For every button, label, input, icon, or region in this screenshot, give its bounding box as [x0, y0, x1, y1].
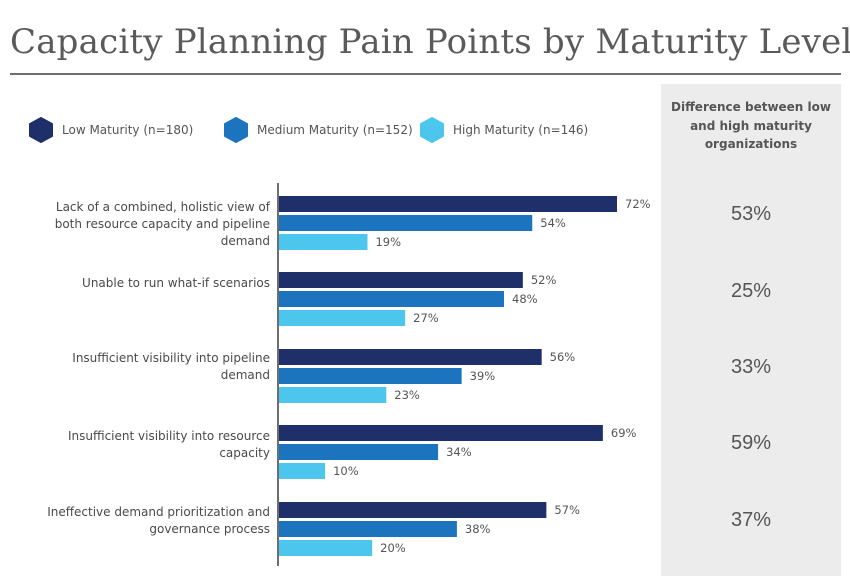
bar — [279, 368, 462, 384]
bar-value-label: 69% — [611, 426, 637, 440]
legend-label: Medium Maturity (n=152) — [257, 123, 413, 137]
bar-value-label: 72% — [625, 197, 651, 211]
bar-value-label: 52% — [531, 273, 557, 287]
bar-value-label: 10% — [333, 464, 359, 478]
bar-value-label: 23% — [394, 388, 420, 402]
legend-hexagon-icon — [224, 117, 248, 143]
bar-value-label: 38% — [465, 522, 491, 536]
bar — [279, 310, 406, 326]
difference-value: 37% — [730, 509, 772, 531]
bar — [279, 425, 603, 441]
category-label: Unable to run what-if scenarios — [82, 276, 270, 290]
legend-item: High Maturity (n=146) — [419, 117, 588, 143]
bar — [279, 387, 387, 403]
bar — [279, 291, 504, 307]
legend-label: High Maturity (n=146) — [453, 123, 589, 137]
legend-hexagon-icon — [420, 117, 444, 143]
bar — [279, 196, 617, 212]
difference-value: 25% — [730, 280, 772, 302]
bar — [279, 502, 547, 518]
bar — [279, 215, 533, 231]
bar — [279, 234, 368, 250]
chart-title: Capacity Planning Pain Points by Maturit… — [10, 22, 850, 62]
category-label: Insufficient visibility into resource cap… — [67, 429, 270, 460]
difference-panel: Difference between low and high maturity… — [661, 84, 841, 576]
bar — [279, 272, 523, 288]
bar — [279, 444, 439, 460]
bar — [279, 540, 373, 556]
legend-item: Medium Maturity (n=152) — [223, 117, 413, 143]
category-label: Ineffective demand prioritization and gov… — [47, 505, 270, 536]
difference-value: 59% — [730, 432, 772, 454]
bar-value-label: 39% — [470, 369, 496, 383]
title-divider — [10, 73, 841, 75]
bar-value-label: 34% — [446, 445, 472, 459]
legend-label: Low Maturity (n=180) — [62, 123, 194, 137]
bar-value-label: 27% — [413, 311, 439, 325]
category-label: Lack of a combined, holistic view of both… — [54, 200, 270, 248]
difference-value: 53% — [730, 203, 772, 225]
category-label: Insufficient visibility into pipeline dem… — [72, 351, 270, 382]
bar-value-label: 19% — [375, 235, 401, 249]
bar-value-label: 48% — [512, 292, 538, 306]
bar — [279, 463, 326, 479]
legend-hexagon-icon — [29, 117, 53, 143]
legend-item: Low Maturity (n=180) — [28, 117, 193, 143]
difference-header: Difference between low and high maturity… — [671, 100, 831, 151]
bar-value-label: 56% — [550, 350, 576, 364]
bar-value-label: 20% — [380, 541, 406, 555]
bar-value-label: 54% — [540, 216, 566, 230]
bar — [279, 349, 542, 365]
bar-value-label: 57% — [554, 503, 580, 517]
bar — [279, 521, 457, 537]
difference-value: 33% — [730, 356, 772, 378]
